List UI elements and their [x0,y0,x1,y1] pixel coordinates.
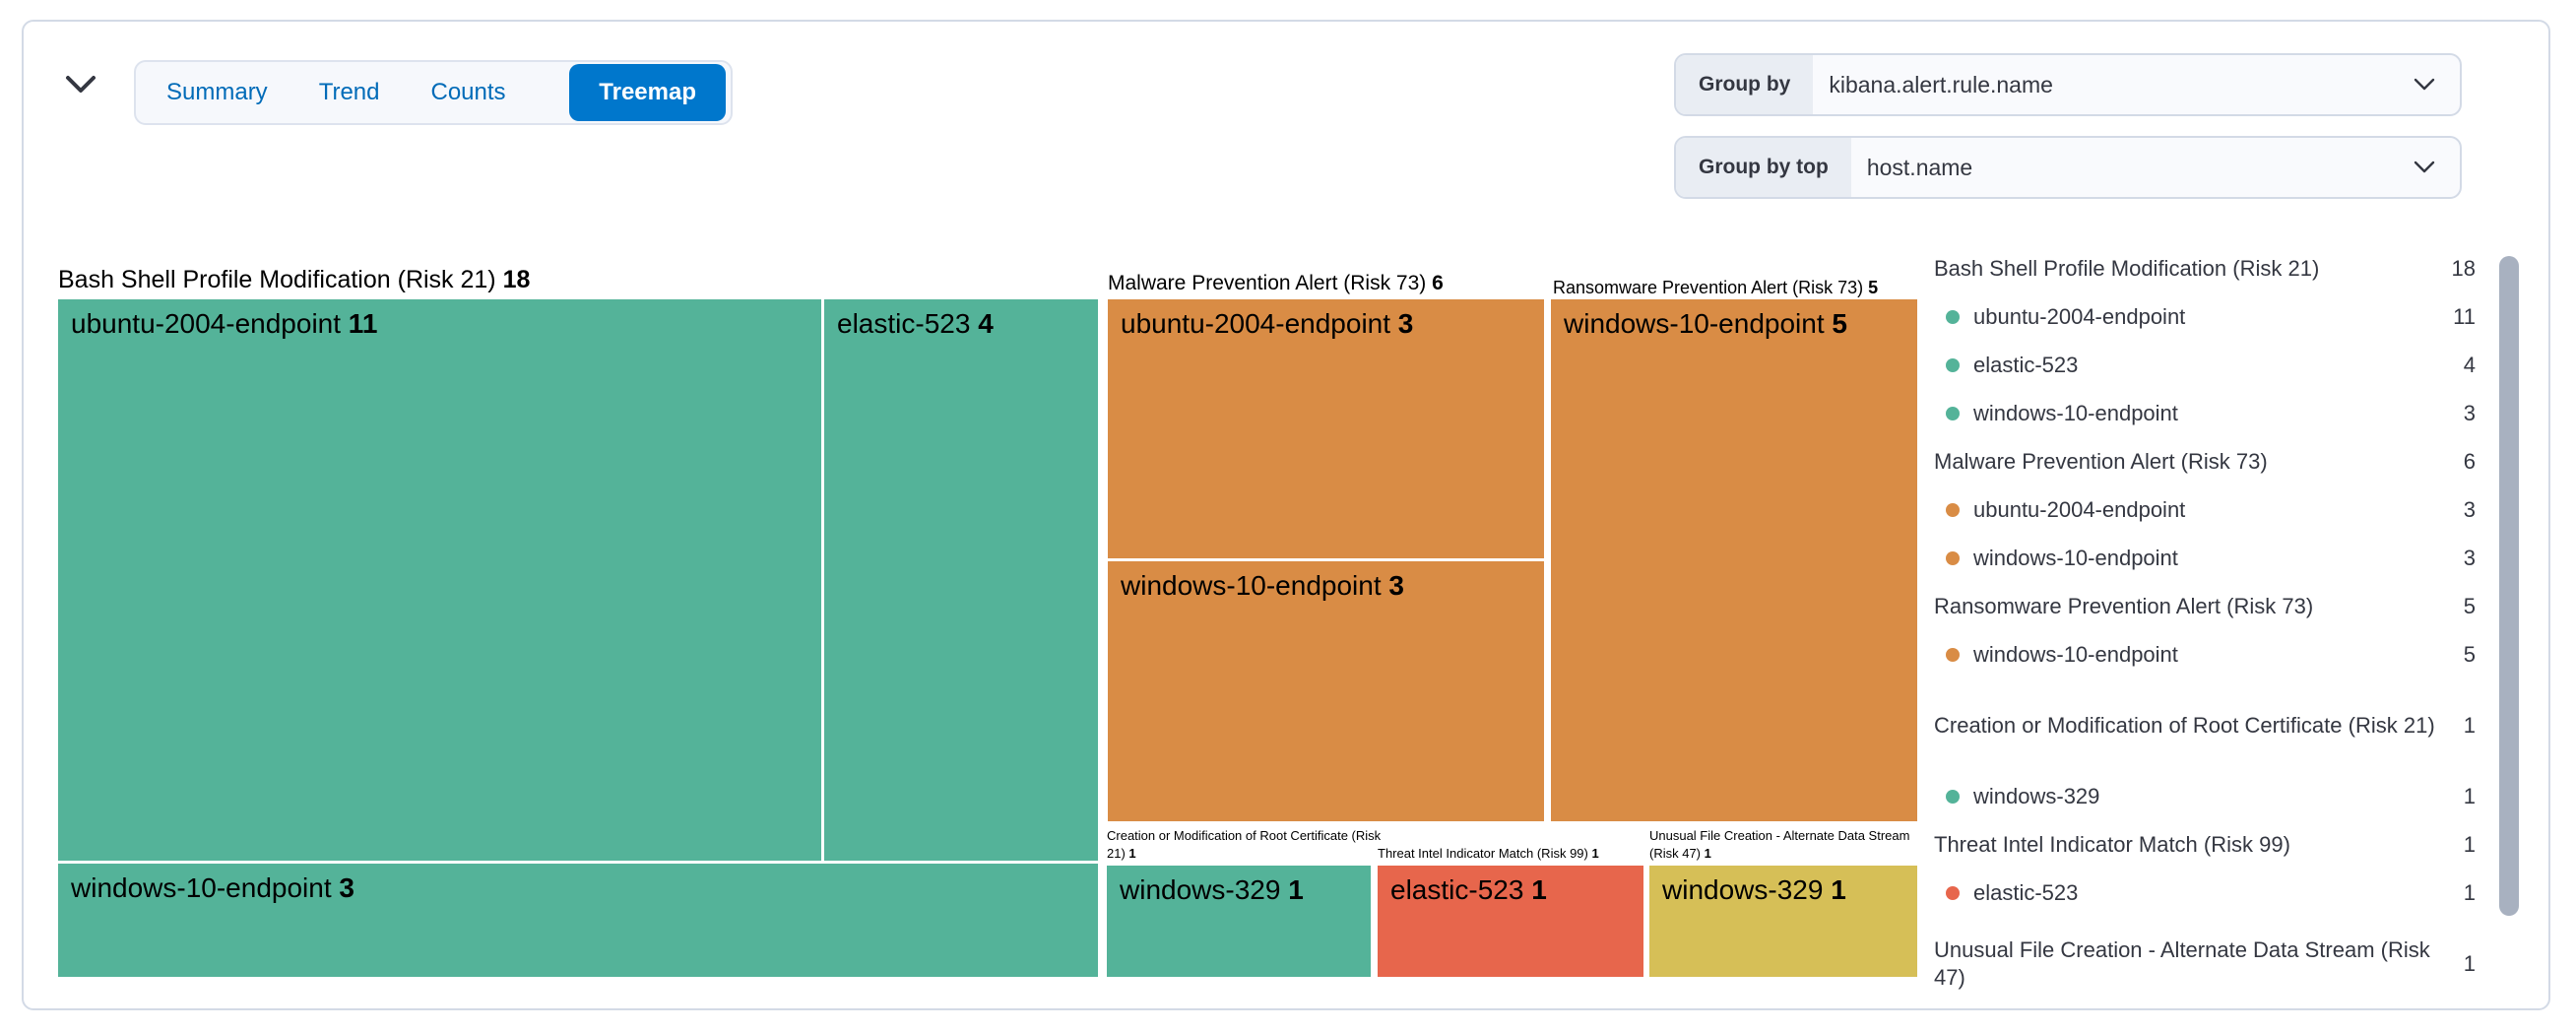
legend-count: 3 [2463,496,2476,522]
alerts-visualization-panel: Summary Trend Counts Treemap Group by ki… [22,20,2550,1010]
tab-trend[interactable]: Trend [293,62,406,123]
legend-count: 3 [2463,400,2476,425]
legend-count: 6 [2463,448,2476,474]
legend-host-row[interactable]: windows-10-endpoint 3 [1934,534,2476,582]
treemap-cell[interactable]: elastic-523 4 [824,299,1098,861]
legend-count: 1 [2463,950,2476,976]
group-by-value: kibana.alert.rule.name [1829,71,2053,97]
legend-count: 1 [2463,879,2476,905]
treemap-cell[interactable]: windows-329 1 [1649,866,1917,977]
legend-count: 5 [2463,593,2476,618]
series-color-dot [1946,502,1960,517]
legend-host-row[interactable]: windows-10-endpoint 5 [1934,630,2476,678]
legend-scrollbar [2499,256,2519,916]
legend-count: 4 [2463,352,2476,377]
tab-summary[interactable]: Summary [141,62,293,123]
group-by-top-select[interactable]: Group by top host.name [1674,136,2462,199]
legend-count: 18 [2451,255,2476,281]
series-color-dot [1946,357,1960,372]
series-color-dot [1946,406,1960,420]
chevron-down-icon [2413,55,2436,114]
treemap-cell[interactable]: elastic-523 1 [1378,866,1643,977]
legend-host-row[interactable]: windows-329 1 [1934,772,2476,820]
tab-counts[interactable]: Counts [406,62,532,123]
treemap-legend: Bash Shell Profile Modification (Risk 21… [1934,244,2476,1010]
treemap-cell[interactable]: windows-10-endpoint 3 [58,864,1098,977]
legend-count: 11 [2453,303,2476,329]
collapse-section-button[interactable] [61,65,100,104]
group-by-select[interactable]: Group by kibana.alert.rule.name [1674,53,2462,116]
tab-treemap[interactable]: Treemap [569,64,726,121]
legend-group-row[interactable]: Bash Shell Profile Modification (Risk 21… [1934,255,2476,281]
legend-host-row[interactable]: elastic-523 1 [1934,869,2476,917]
legend-count: 1 [2463,831,2476,857]
chevron-down-icon [2413,138,2436,197]
group-by-top-label: Group by top [1676,138,1851,197]
series-color-dot [1946,885,1960,900]
series-color-dot [1946,550,1960,565]
treemap-cell[interactable]: windows-10-endpoint 5 [1551,299,1917,821]
legend-scrollbar-thumb[interactable] [2499,256,2519,916]
legend-host-row[interactable]: windows-10-endpoint 3 [1934,389,2476,437]
series-color-dot [1946,309,1960,324]
series-color-dot [1946,647,1960,662]
legend-count: 3 [2463,545,2476,570]
treemap-group-header: Malware Prevention Alert (Risk 73) 6 [1108,272,1444,294]
treemap-cell[interactable]: ubuntu-2004-endpoint 11 [58,299,821,861]
legend-group-row[interactable]: Unusual File Creation - Alternate Data S… [1934,936,2476,990]
treemap-cell[interactable]: ubuntu-2004-endpoint 3 [1108,299,1544,558]
legend-host-row[interactable]: ubuntu-2004-endpoint 3 [1934,485,2476,534]
legend-count: 5 [2463,641,2476,667]
group-by-top-value: host.name [1866,154,1973,180]
legend-count: 1 [2463,712,2476,738]
legend-host-row[interactable]: ubuntu-2004-endpoint 11 [1934,292,2476,341]
group-by-label: Group by [1676,55,1814,114]
view-tabs-group: Summary Trend Counts Treemap [134,60,733,125]
legend-group-row[interactable]: Creation or Modification of Root Certifi… [1934,712,2476,738]
treemap-group-header: Creation or Modification of Root Certifi… [1107,828,1382,861]
series-color-dot [1946,789,1960,804]
legend-group-row[interactable]: Ransomware Prevention Alert (Risk 73) 5 [1934,593,2476,618]
treemap-group-header: Threat Intel Indicator Match (Risk 99) 1 [1378,846,1599,861]
treemap-cell[interactable]: windows-329 1 [1107,866,1371,977]
legend-count: 1 [2463,783,2476,808]
treemap-group-header: Bash Shell Profile Modification (Risk 21… [58,266,531,293]
treemap-group-header: Unusual File Creation - Alternate Data S… [1649,828,1910,861]
legend-group-row[interactable]: Malware Prevention Alert (Risk 73) 6 [1934,448,2476,474]
treemap-cell[interactable]: windows-10-endpoint 3 [1108,561,1544,821]
legend-host-row[interactable]: elastic-523 4 [1934,341,2476,389]
legend-group-row[interactable]: Threat Intel Indicator Match (Risk 99) 1 [1934,831,2476,857]
chevron-down-icon [66,76,96,93]
treemap-group-header: Ransomware Prevention Alert (Risk 73) 5 [1553,278,1879,297]
